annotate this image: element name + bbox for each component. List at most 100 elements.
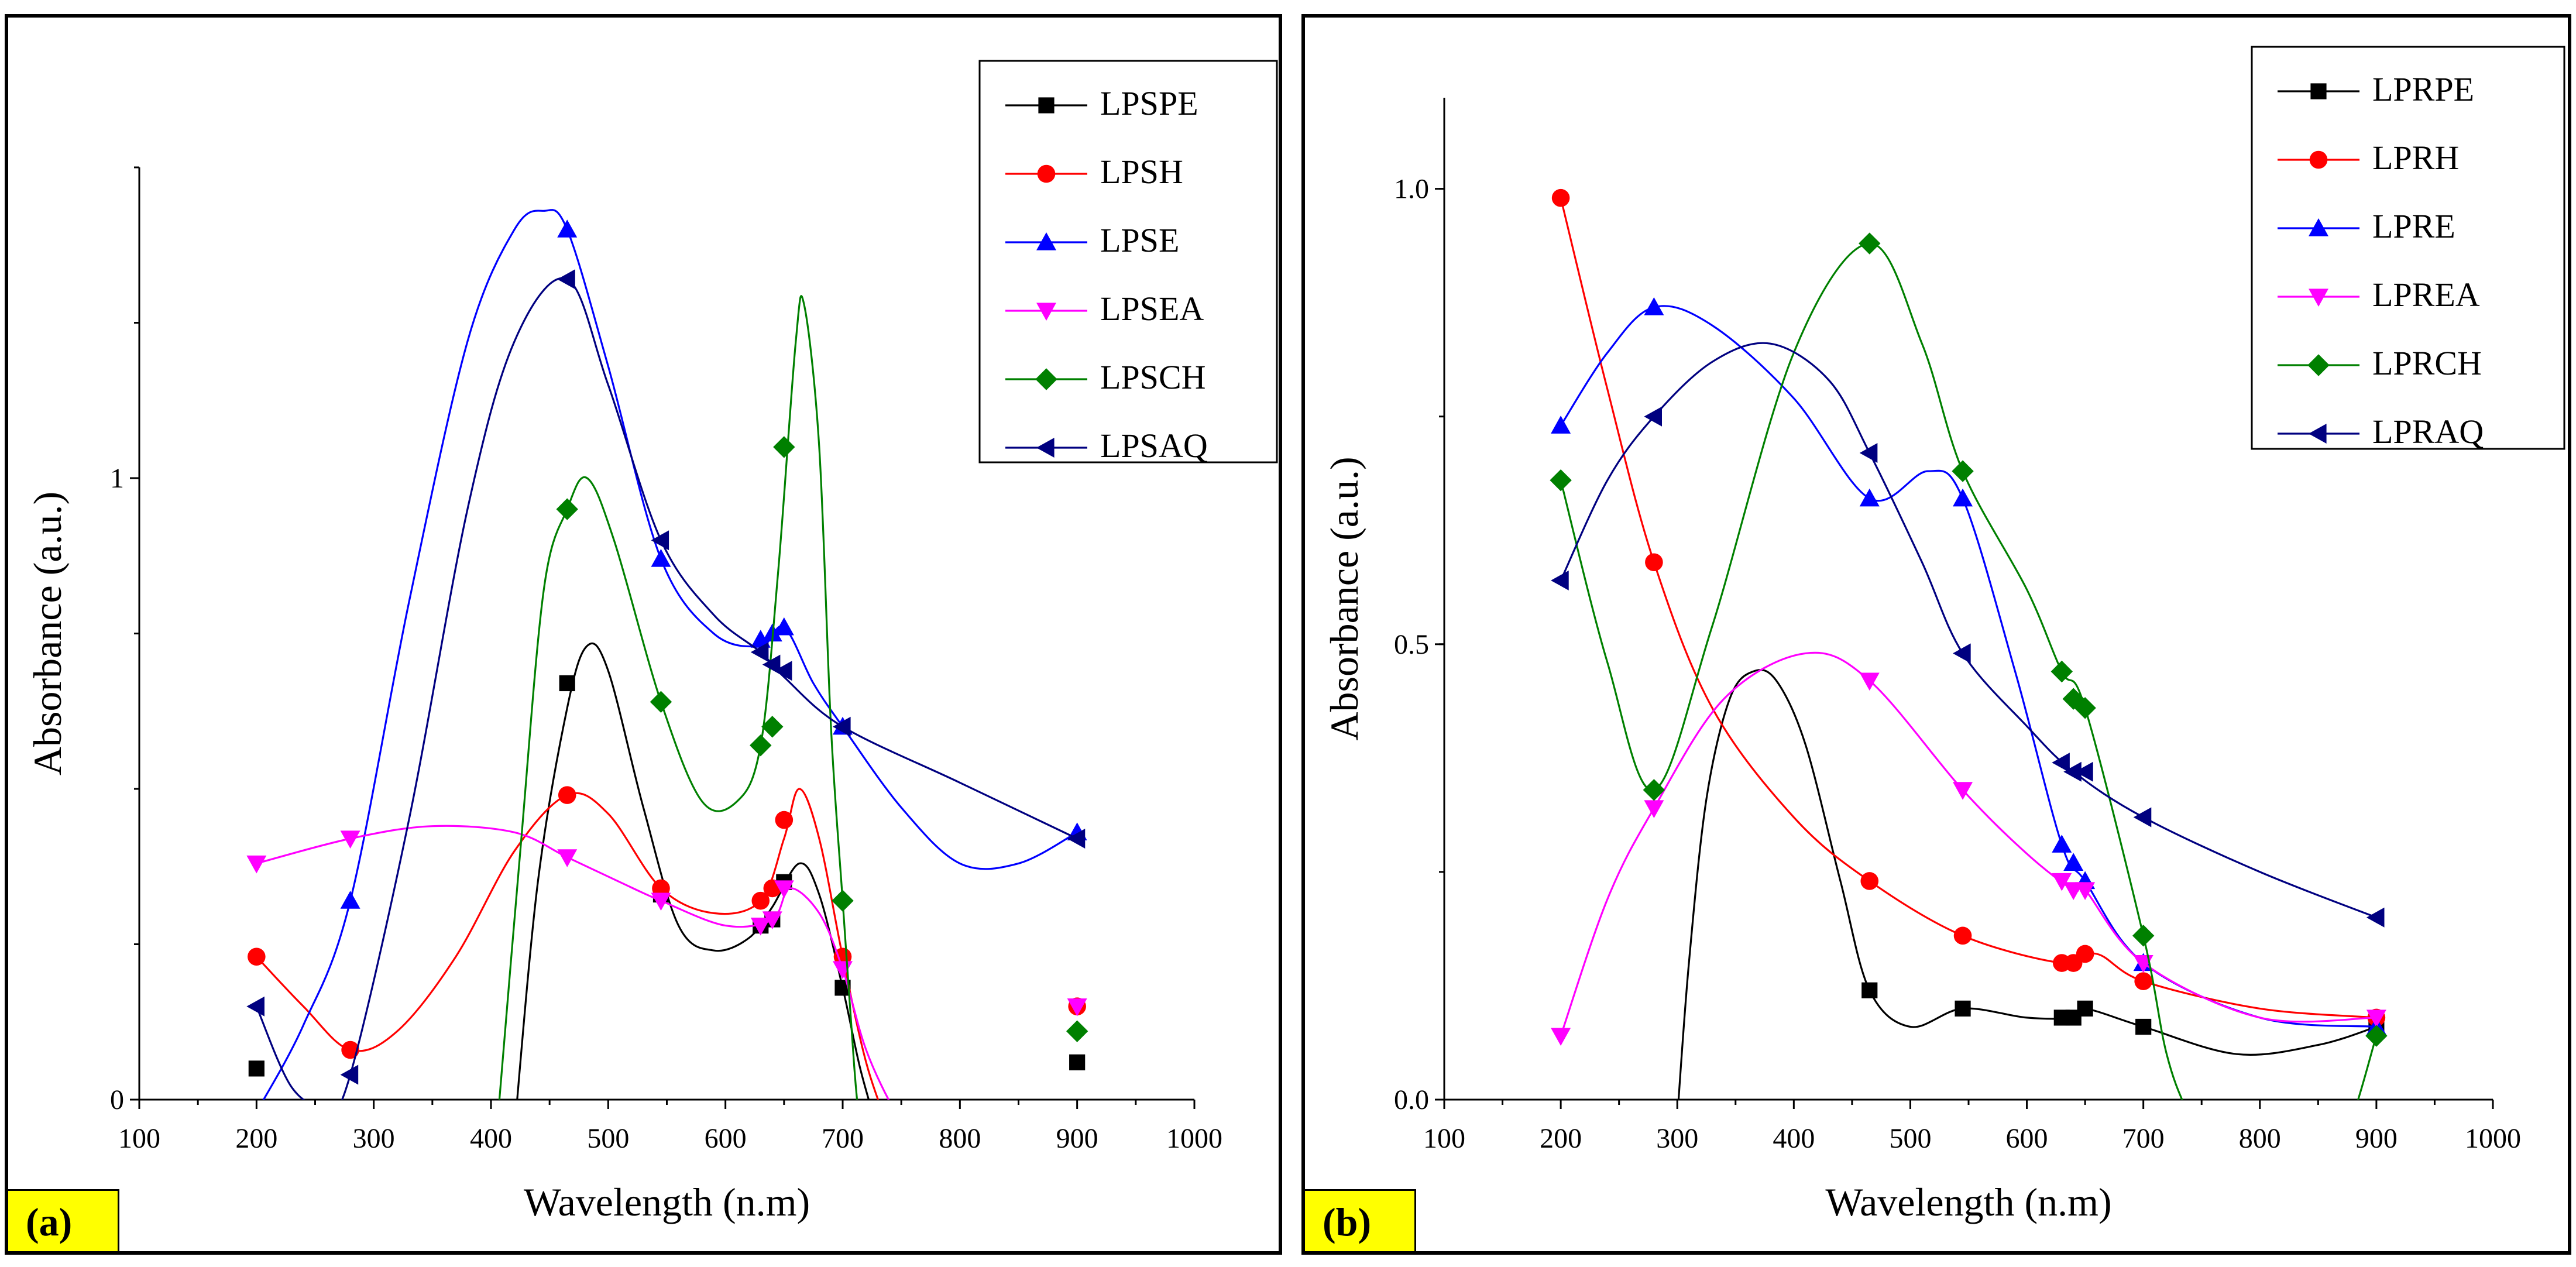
data-point-LPSEA bbox=[246, 855, 267, 874]
series-line-LPREA bbox=[1560, 651, 2376, 1036]
y-tick-label: 0.0 bbox=[1394, 1084, 1429, 1115]
legend-box bbox=[2251, 46, 2565, 450]
data-point-LPSE bbox=[651, 549, 671, 567]
y-tick-label: 1.0 bbox=[1394, 174, 1429, 205]
chart-b: 100 200 300 400 500 600 700 800 900 1000 0.0 0.5 1.0… bbox=[1322, 46, 2565, 1224]
data-point-LPSAQ bbox=[651, 530, 669, 551]
data-point-LPRCH bbox=[2074, 697, 2096, 719]
legend-label-LPSEA: LPSEA bbox=[1100, 290, 1204, 328]
panel-label-a: (a) bbox=[8, 1189, 119, 1251]
x-axis-label: Wavelength (n.m) bbox=[524, 1180, 810, 1224]
data-point-LPSAQ bbox=[557, 269, 575, 290]
data-point-LPRCH bbox=[1550, 469, 1572, 492]
data-point-LPRAQ bbox=[2075, 761, 2093, 782]
legend-label-LPSCH: LPSCH bbox=[1100, 358, 1206, 396]
series-line-LPRPE bbox=[1677, 669, 2377, 1100]
panel-label-b: (b) bbox=[1305, 1189, 1416, 1251]
data-point-LPSEA bbox=[340, 830, 360, 849]
data-point-LPSH bbox=[248, 947, 266, 966]
legend-marker-LPSAQ bbox=[1036, 438, 1055, 458]
data-point-LPSH bbox=[751, 891, 770, 910]
panel-b: 100 200 300 400 500 600 700 800 900 1000 0.0 0.5 1.0… bbox=[1301, 14, 2571, 1255]
x-tick-label: 800 bbox=[2239, 1123, 2281, 1154]
data-point-LPRCH bbox=[2132, 925, 2155, 947]
x-tick-label: 300 bbox=[353, 1123, 395, 1154]
x-axis-label: Wavelength (n.m) bbox=[1825, 1180, 2111, 1224]
data-point-LPSEA bbox=[750, 918, 771, 936]
series-LPRPE bbox=[1677, 669, 2385, 1100]
data-point-LPRAQ bbox=[2052, 753, 2070, 773]
data-point-LPRAQ bbox=[1644, 406, 1662, 427]
data-point-LPSH bbox=[558, 786, 576, 804]
legend-label-LPREA: LPREA bbox=[2372, 276, 2480, 314]
legend-marker-LPRAQ bbox=[2309, 424, 2327, 444]
legend-marker-LPSCH bbox=[1035, 368, 1057, 390]
data-point-LPSH bbox=[341, 1041, 359, 1059]
data-point-LPSAQ bbox=[833, 716, 851, 737]
x-tick-label: 100 bbox=[118, 1123, 160, 1154]
legend-box bbox=[978, 60, 1278, 463]
data-point-LPRH bbox=[2134, 972, 2152, 990]
x-tick-label: 1000 bbox=[1166, 1123, 1222, 1154]
legend-label-LPSH: LPSH bbox=[1100, 153, 1183, 191]
data-point-LPSCH bbox=[773, 436, 795, 458]
series-LPREA bbox=[1551, 651, 2386, 1046]
data-point-LPRH bbox=[2076, 945, 2094, 963]
data-point-LPSCH bbox=[1066, 1020, 1088, 1042]
data-point-LPRCH bbox=[1643, 779, 1665, 801]
series-line-LPRCH bbox=[1560, 242, 2378, 1100]
legend-marker-LPSPE bbox=[1038, 97, 1055, 114]
data-point-LPSE bbox=[750, 630, 771, 648]
x-tick-label: 500 bbox=[1889, 1123, 1931, 1154]
data-point-LPRH bbox=[1953, 926, 1972, 945]
data-point-LPSCH bbox=[750, 734, 772, 757]
data-point-LPSEA bbox=[1067, 998, 1087, 1017]
data-point-LPSE bbox=[557, 219, 578, 238]
data-point-LPSE bbox=[774, 617, 794, 636]
data-point-LPRCH bbox=[2051, 660, 2073, 683]
x-tick-label: 100 bbox=[1423, 1123, 1465, 1154]
data-point-LPRAQ bbox=[1859, 442, 1878, 463]
data-point-LPRAQ bbox=[2063, 761, 2082, 782]
legend-label-LPRE: LPRE bbox=[2372, 207, 2455, 245]
legend-label-LPRCH: LPRCH bbox=[2372, 344, 2482, 382]
x-tick-label: 900 bbox=[1056, 1123, 1098, 1154]
data-point-LPSCH bbox=[650, 691, 672, 713]
x-tick-label: 700 bbox=[2122, 1123, 2165, 1154]
data-point-LPREA bbox=[2366, 1010, 2386, 1028]
data-point-LPREA bbox=[1953, 782, 1973, 800]
y-axis-label: Absorbance (a.u.) bbox=[25, 492, 70, 775]
x-tick-label: 400 bbox=[1773, 1123, 1815, 1154]
legend-marker-LPSEA bbox=[1036, 303, 1056, 321]
data-point-LPRE bbox=[2052, 835, 2072, 853]
data-point-LPSCH bbox=[832, 890, 854, 912]
x-tick-label: 200 bbox=[1540, 1123, 1582, 1154]
data-point-LPRE bbox=[1644, 297, 1664, 315]
data-point-LPRE bbox=[1953, 488, 1973, 507]
data-point-LPRPE bbox=[1861, 982, 1878, 998]
data-point-LPSAQ bbox=[774, 661, 792, 681]
data-point-LPRH bbox=[1860, 872, 1879, 890]
series-LPSH bbox=[248, 786, 1086, 1100]
data-point-LPREA bbox=[1551, 1028, 1571, 1046]
data-point-LPSE bbox=[340, 891, 360, 909]
data-point-LPSEA bbox=[833, 961, 853, 979]
data-point-LPRAQ bbox=[2133, 807, 2152, 828]
panel-a: 100 200 300 400 500 600 700 800 900 1000 0 1 Wavelen… bbox=[5, 14, 1282, 1255]
y-axis-label: Absorbance (a.u.) bbox=[1322, 456, 1366, 740]
x-tick-label: 700 bbox=[822, 1123, 864, 1154]
legend-label-LPRPE: LPRPE bbox=[2372, 70, 2474, 108]
x-tick-label: 200 bbox=[235, 1123, 277, 1154]
data-point-LPSEA bbox=[774, 880, 794, 898]
legend-marker-LPSH bbox=[1037, 164, 1056, 183]
series-LPSEA bbox=[246, 825, 1087, 1100]
data-point-LPRAQ bbox=[1551, 570, 1569, 590]
chart-a: 100 200 300 400 500 600 700 800 900 1000 0 1 Wavelen… bbox=[25, 60, 1278, 1224]
data-point-LPSH bbox=[775, 811, 794, 829]
legend-label-LPSPE: LPSPE bbox=[1100, 84, 1198, 122]
data-point-LPRPE bbox=[1955, 1000, 1971, 1017]
data-point-LPRAQ bbox=[1953, 643, 1971, 664]
x-tick-label: 400 bbox=[470, 1123, 512, 1154]
data-point-LPREA bbox=[1644, 800, 1664, 818]
data-point-LPSEA bbox=[762, 911, 782, 930]
